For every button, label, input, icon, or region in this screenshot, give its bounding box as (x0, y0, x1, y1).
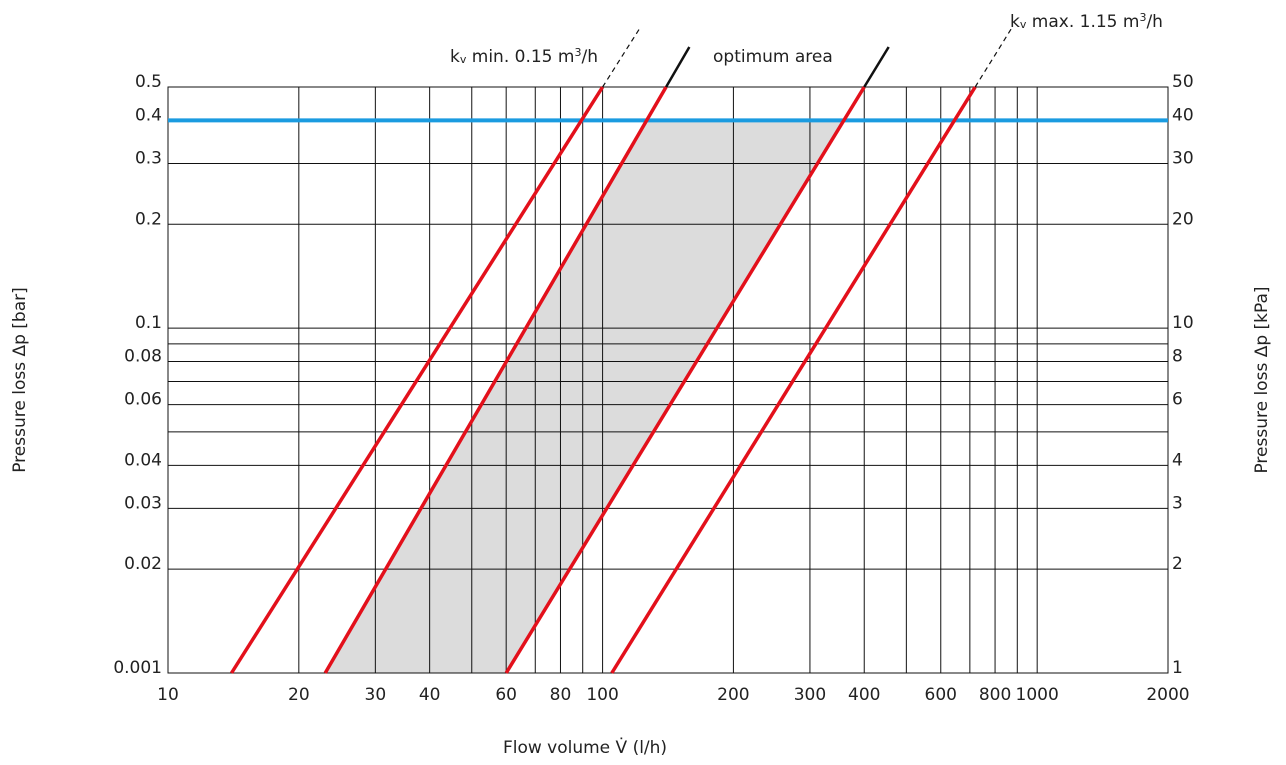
annotation-part: k (450, 47, 460, 67)
annotation-part: max. 1.15 m (1026, 12, 1139, 32)
kv-line (323, 86, 668, 674)
x-tick-label: 1000 (1016, 685, 1059, 705)
annotation-part: k (1010, 12, 1020, 32)
kv-line (504, 86, 866, 674)
annotation-part: 3 (574, 46, 581, 59)
kv-line-extension (974, 27, 1013, 88)
y-tick-label: 0.2 (135, 209, 162, 229)
annotation-part: optimum area (713, 47, 833, 67)
y2-tick-label: 8 (1172, 347, 1183, 367)
y2-tick-label: 30 (1172, 149, 1194, 169)
y2-tick-label: 50 (1172, 72, 1194, 92)
y-tick-label: 0.06 (124, 390, 162, 410)
y-tick-label: 0.001 (113, 658, 162, 678)
y2-tick-label: 2 (1172, 554, 1183, 574)
x-tick-label: 800 (979, 685, 1011, 705)
x-tick-label: 20 (288, 685, 310, 705)
x-tick-label: 30 (365, 685, 387, 705)
y-tick-label: 0.4 (135, 105, 162, 125)
y2-tick-label: 4 (1172, 450, 1183, 470)
y2-tick-label: 3 (1172, 493, 1183, 513)
y-tick-label: 0.08 (124, 347, 162, 367)
annotation: kv max. 1.15 m3/h (1010, 11, 1163, 32)
x-tick-label: 10 (157, 685, 179, 705)
x-tick-label: 80 (550, 685, 572, 705)
y-tick-label: 0.02 (124, 554, 162, 574)
y-tick-label: 0.03 (124, 493, 162, 513)
annotation-part: 3 (1139, 11, 1146, 24)
annotation-part: v (1020, 18, 1027, 31)
annotation: optimum area (713, 47, 833, 67)
y2-tick-label: 10 (1172, 313, 1194, 333)
x-tick-label: 2000 (1146, 685, 1189, 705)
kv-line-extension (602, 27, 641, 88)
kv-line (230, 86, 605, 674)
y-tick-label: 0.5 (135, 72, 162, 92)
annotation-part: /h (581, 47, 598, 67)
y-tick-label: 0.04 (124, 450, 162, 470)
y2-tick-label: 1 (1172, 658, 1183, 678)
x-tick-label: 60 (495, 685, 517, 705)
annotation-part: v (460, 53, 467, 66)
y-tick-label: 0.1 (135, 313, 162, 333)
y2-tick-label: 40 (1172, 105, 1194, 125)
annotation: kv min. 0.15 m3/h (450, 46, 598, 67)
y-axis-label: Pressure loss Δp [bar] (10, 287, 30, 473)
x-tick-label: 300 (794, 685, 826, 705)
x-tick-label: 200 (717, 685, 749, 705)
plot-frame (167, 86, 1169, 674)
y2-tick-label: 20 (1172, 209, 1194, 229)
kv-line-extension (665, 46, 691, 88)
y2-axis-label: Pressure loss Δp [kPa] (1252, 286, 1272, 473)
kv-line-extension (863, 46, 890, 88)
optimum-area (325, 120, 844, 673)
x-tick-label: 600 (925, 685, 957, 705)
x-axis-label: Flow volume V̇ (l/h) (503, 737, 667, 758)
x-tick-label: 100 (586, 685, 618, 705)
y-tick-label: 0.3 (135, 149, 162, 169)
y2-tick-label: 6 (1172, 390, 1183, 410)
x-tick-label: 40 (419, 685, 441, 705)
annotation-part: /h (1146, 12, 1163, 32)
kv-line (610, 86, 977, 674)
annotation-part: min. 0.15 m (466, 47, 574, 67)
x-tick-label: 400 (848, 685, 880, 705)
